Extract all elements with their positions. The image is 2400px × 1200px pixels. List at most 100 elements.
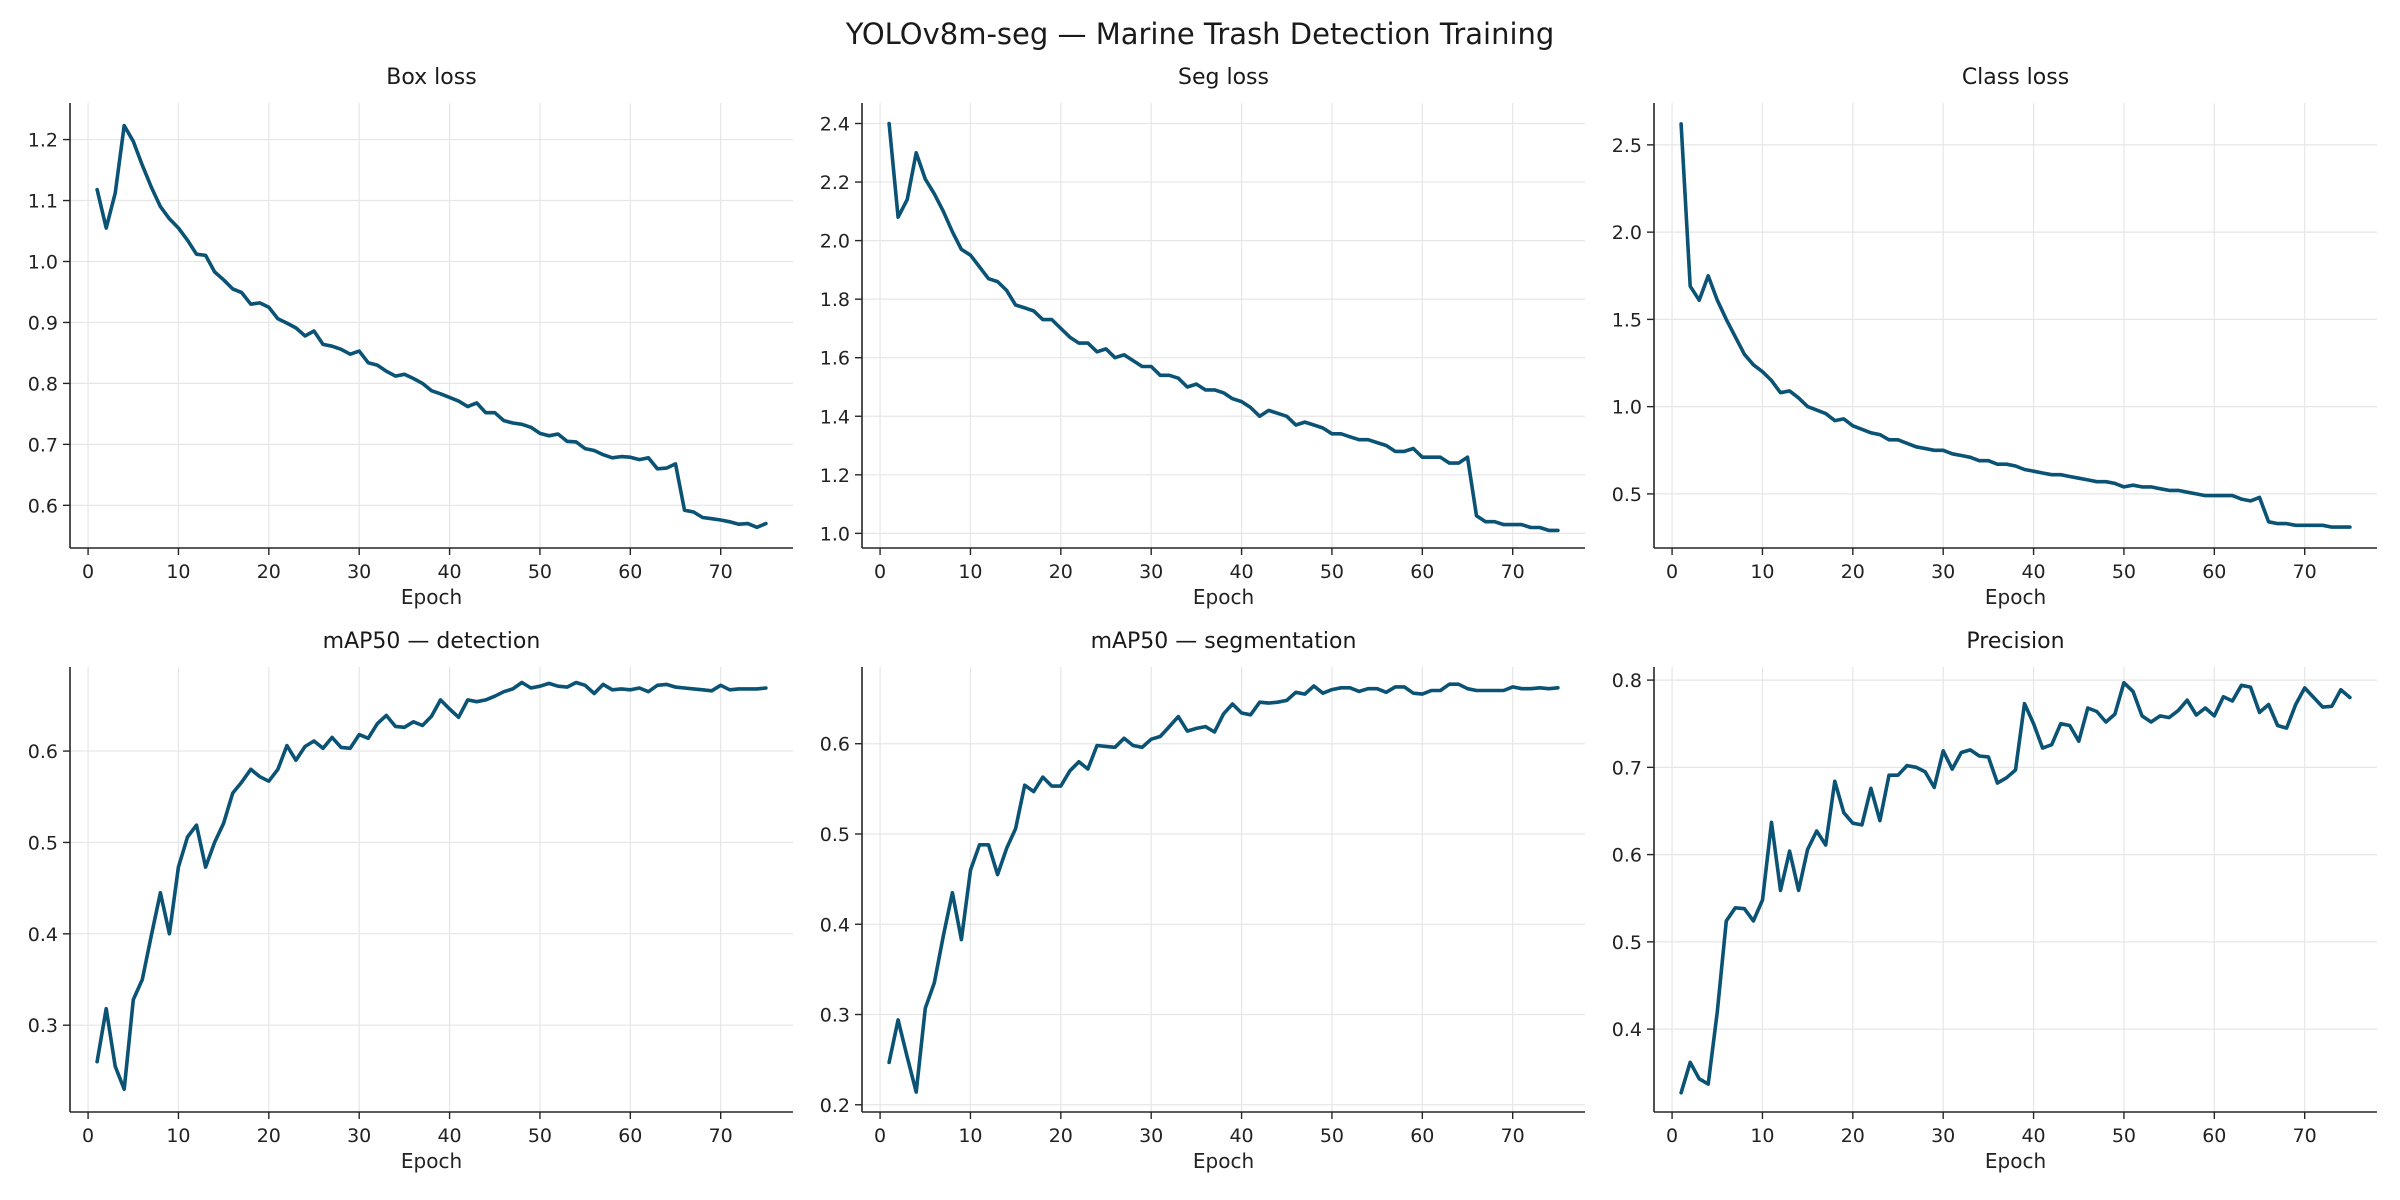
y-tick-label: 1.5 [1612, 309, 1642, 331]
x-tick-label: 70 [709, 561, 733, 583]
x-tick-label: 30 [347, 561, 371, 583]
x-axis-label: Epoch [401, 585, 462, 609]
series-line-box-loss [95, 123, 768, 530]
x-tick-label: 40 [2021, 561, 2045, 583]
y-tick-label: 1.6 [820, 348, 850, 370]
x-tick-label: 50 [528, 1125, 552, 1147]
y-tick-label: 1.2 [28, 130, 58, 152]
panel-title-class-loss: Class loss [1962, 65, 2069, 90]
y-tick-label: 1.0 [28, 251, 58, 273]
panel-title-map50-detection: mAP50 — detection [323, 629, 541, 654]
y-tick-label: 0.9 [28, 312, 58, 334]
x-tick-label: 30 [1139, 561, 1163, 583]
x-tick-label: 40 [1229, 561, 1253, 583]
x-tick-label: 70 [1501, 561, 1525, 583]
x-tick-label: 70 [1501, 1125, 1525, 1147]
y-tick-label: 0.2 [820, 1095, 850, 1117]
y-tick-label: 2.5 [1612, 135, 1642, 157]
x-tick-label: 70 [2293, 1125, 2317, 1147]
y-tick-label: 0.4 [1612, 1019, 1642, 1041]
x-tick-label: 0 [1666, 1125, 1678, 1147]
x-tick-label: 30 [347, 1125, 371, 1147]
y-tick-label: 0.5 [820, 824, 850, 846]
y-tick-label: 1.2 [820, 465, 850, 487]
x-axis-label: Epoch [401, 1149, 462, 1173]
x-tick-label: 0 [1666, 561, 1678, 583]
figure-title: YOLOv8m-seg — Marine Trash Detection Tra… [845, 17, 1555, 51]
x-tick-label: 0 [82, 1125, 94, 1147]
x-tick-label: 50 [2112, 561, 2136, 583]
y-tick-label: 0.6 [28, 741, 58, 763]
panel-title-box-loss: Box loss [386, 65, 476, 90]
chart-class-loss: 0 10 20 30 40 50 60 70 0.5 1.0 1.5 2.0 2.5 Class loss… [1612, 65, 2377, 609]
y-tick-label: 0.7 [28, 434, 58, 456]
chart-panels: 0 10 20 30 40 50 60 70 0.6 0.7 0.8 0.9 1.0 1.1 1.2 Box … [28, 65, 2377, 1173]
x-tick-label: 60 [618, 561, 642, 583]
x-tick-label: 10 [166, 1125, 190, 1147]
y-tick-label: 0.6 [820, 734, 850, 756]
x-tick-label: 10 [166, 561, 190, 583]
x-tick-label: 40 [437, 561, 461, 583]
y-tick-label: 0.5 [28, 832, 58, 854]
y-tick-label: 2.0 [1612, 222, 1642, 244]
x-tick-label: 50 [1320, 1125, 1344, 1147]
x-axis-label: Epoch [1193, 585, 1254, 609]
x-tick-label: 10 [1750, 1125, 1774, 1147]
x-tick-label: 70 [709, 1125, 733, 1147]
y-tick-label: 0.3 [820, 1005, 850, 1027]
y-tick-label: 0.7 [1612, 757, 1642, 779]
x-tick-label: 30 [1139, 1125, 1163, 1147]
x-tick-label: 40 [437, 1125, 461, 1147]
chart-map50-detection: 0 10 20 30 40 50 60 70 0.3 0.4 0.5 0.6 mAP50 — detec… [28, 629, 793, 1173]
y-tick-label: 1.1 [28, 191, 58, 213]
x-tick-label: 60 [1410, 561, 1434, 583]
y-tick-label: 1.0 [1612, 397, 1642, 419]
x-axis-label: Epoch [1193, 1149, 1254, 1173]
y-tick-label: 0.3 [28, 1015, 58, 1037]
series-line-seg-loss [887, 121, 1560, 533]
x-axis-label: Epoch [1985, 585, 2046, 609]
x-tick-label: 60 [1410, 1125, 1434, 1147]
chart-precision: 0 10 20 30 40 50 60 70 0.4 0.5 0.6 0.7 0.8 Precision E… [1612, 629, 2377, 1173]
x-tick-label: 40 [2021, 1125, 2045, 1147]
y-tick-label: 2.0 [820, 231, 850, 253]
x-tick-label: 20 [1049, 1125, 1073, 1147]
y-tick-label: 0.5 [1612, 932, 1642, 954]
x-tick-label: 20 [1049, 561, 1073, 583]
x-tick-label: 30 [1931, 561, 1955, 583]
series-line-precision [1679, 680, 2352, 1095]
panel-title-seg-loss: Seg loss [1178, 65, 1269, 90]
y-tick-label: 0.8 [28, 373, 58, 395]
x-tick-label: 60 [618, 1125, 642, 1147]
y-tick-label: 1.4 [820, 406, 850, 428]
y-tick-label: 0.5 [1612, 484, 1642, 506]
y-tick-label: 0.4 [28, 924, 58, 946]
chart-map50-segmentation: 0 10 20 30 40 50 60 70 0.2 0.3 0.4 0.5 0.6 mAP50 — se… [820, 629, 1585, 1173]
chart-seg-loss: 0 10 20 30 40 50 60 70 1.0 1.2 1.4 1.6 1.8 2.0 2.2 2.4 S… [820, 65, 1585, 609]
panel-title-precision: Precision [1966, 629, 2064, 654]
y-tick-label: 0.6 [28, 495, 58, 517]
chart-box-loss: 0 10 20 30 40 50 60 70 0.6 0.7 0.8 0.9 1.0 1.1 1.2 Box … [28, 65, 793, 609]
y-tick-label: 2.2 [820, 172, 850, 194]
panel-title-map50-segmentation: mAP50 — segmentation [1091, 629, 1357, 654]
x-tick-label: 30 [1931, 1125, 1955, 1147]
y-tick-label: 2.4 [820, 113, 850, 135]
x-tick-label: 10 [1750, 561, 1774, 583]
series-line-map50-detection [95, 680, 768, 1091]
x-tick-label: 70 [2293, 561, 2317, 583]
x-axis-label: Epoch [1985, 1149, 2046, 1173]
x-tick-label: 20 [1841, 1125, 1865, 1147]
y-tick-label: 1.0 [820, 523, 850, 545]
x-tick-label: 0 [874, 1125, 886, 1147]
x-tick-label: 10 [958, 1125, 982, 1147]
x-tick-label: 0 [82, 561, 94, 583]
series-line-class-loss [1679, 122, 2352, 529]
x-tick-label: 20 [257, 1125, 281, 1147]
x-tick-label: 40 [1229, 1125, 1253, 1147]
y-tick-label: 0.8 [1612, 670, 1642, 692]
y-tick-label: 0.4 [820, 914, 850, 936]
x-tick-label: 0 [874, 561, 886, 583]
y-tick-label: 1.8 [820, 289, 850, 311]
x-tick-label: 10 [958, 561, 982, 583]
